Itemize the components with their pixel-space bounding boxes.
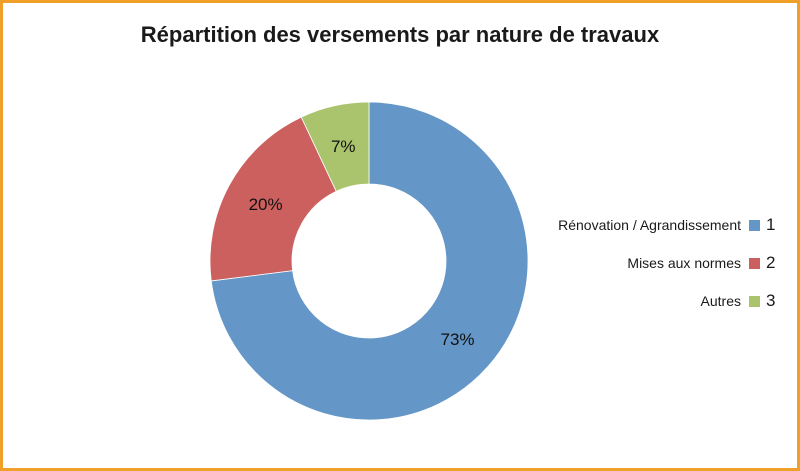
donut-slice-autres — [300, 101, 370, 192]
legend-number: 1 — [766, 215, 776, 234]
legend-swatch — [749, 219, 760, 231]
legend-item-normes: Mises aux normes 2 — [470, 244, 780, 282]
donut-slice-normes — [209, 116, 337, 282]
data-label-autres: 7% — [331, 137, 356, 156]
data-label-normes: 20% — [249, 195, 283, 214]
legend-label: Rénovation / Agrandissement — [558, 217, 741, 233]
donut-slice-renovation — [210, 101, 529, 421]
legend-swatch — [749, 295, 760, 307]
legend-item-renovation: Rénovation / Agrandissement 1 — [470, 206, 780, 244]
legend-label: Mises aux normes — [627, 255, 741, 271]
chart-title: Répartition des versements par nature de… — [140, 22, 660, 47]
data-label-renovation: 73% — [440, 330, 474, 349]
legend-swatch — [749, 257, 760, 269]
legend: Rénovation / Agrandissement 1 Mises aux … — [470, 206, 780, 320]
legend-item-autres: Autres 3 — [470, 282, 780, 320]
legend-number: 3 — [766, 291, 776, 310]
legend-number: 2 — [766, 253, 776, 272]
legend-label: Autres — [700, 293, 741, 309]
